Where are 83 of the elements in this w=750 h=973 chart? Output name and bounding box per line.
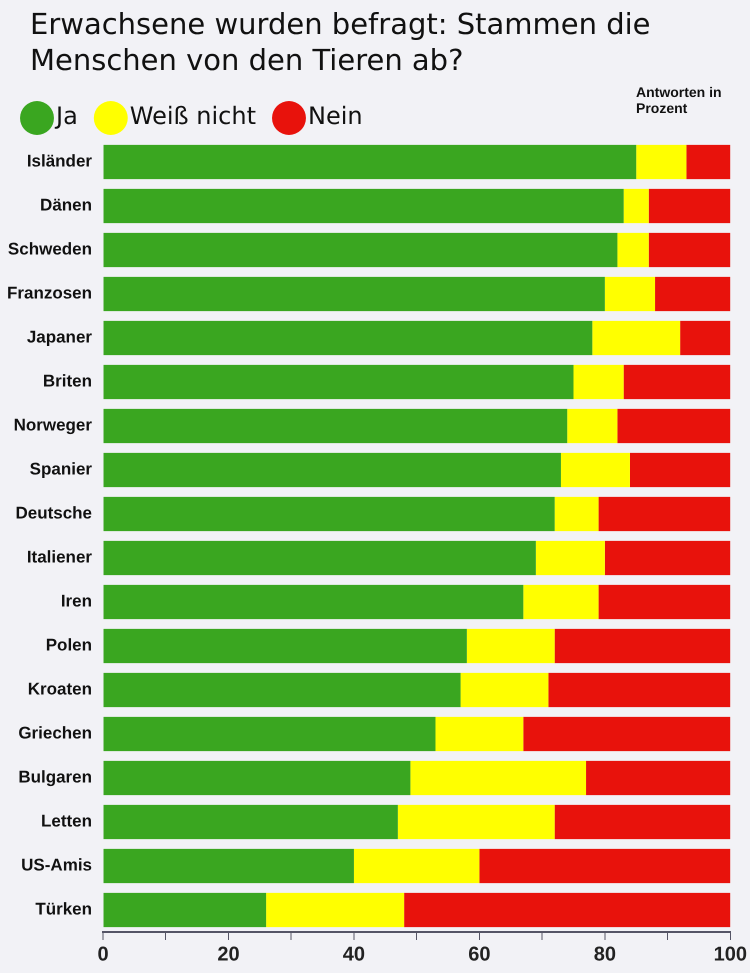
bar bbox=[466, 628, 555, 664]
legend-label: Weiß nicht bbox=[130, 102, 256, 130]
bar bbox=[104, 408, 568, 444]
y-tick-label: Japaner bbox=[26, 328, 92, 347]
bar bbox=[536, 540, 605, 576]
y-tick-label: Franzosen bbox=[6, 284, 92, 303]
bar bbox=[104, 672, 461, 708]
x-tick-label: 60 bbox=[468, 944, 491, 966]
text: Antworten in Prozent bbox=[636, 84, 723, 116]
bar bbox=[554, 804, 730, 840]
bar bbox=[479, 848, 730, 884]
bar bbox=[604, 540, 730, 576]
bar bbox=[617, 408, 730, 444]
y-tick-label: Iren bbox=[60, 592, 92, 611]
y-tick-label: Briten bbox=[42, 372, 92, 391]
bar bbox=[686, 144, 730, 180]
bar bbox=[398, 804, 555, 840]
bar bbox=[104, 628, 467, 664]
bar bbox=[655, 276, 730, 312]
bar bbox=[573, 364, 624, 400]
bar bbox=[604, 276, 656, 312]
bar bbox=[104, 892, 266, 928]
bar bbox=[104, 584, 524, 620]
y-tick-label: Deutsche bbox=[15, 504, 92, 523]
bar bbox=[636, 144, 686, 180]
bar bbox=[648, 188, 730, 224]
y-tick-label: Dänen bbox=[40, 196, 92, 215]
bar bbox=[598, 496, 730, 532]
bar bbox=[435, 716, 524, 752]
y-tick-label: Norweger bbox=[14, 416, 92, 435]
y-tick-label: Kroaten bbox=[28, 680, 92, 699]
x-tick-label: 40 bbox=[342, 944, 366, 966]
y-tick-label: US-Amis bbox=[21, 856, 92, 875]
bar bbox=[648, 232, 730, 268]
bar bbox=[624, 188, 649, 224]
bar bbox=[266, 892, 404, 928]
bar bbox=[104, 848, 354, 884]
x-tick-label: 20 bbox=[217, 944, 240, 966]
bar bbox=[104, 452, 561, 488]
bar bbox=[592, 320, 680, 356]
bar bbox=[554, 496, 599, 532]
bar bbox=[104, 716, 436, 752]
y-tick-label: Isländer bbox=[26, 152, 92, 171]
bar bbox=[460, 672, 548, 708]
y-tick-label: Italiener bbox=[26, 548, 92, 567]
y-tick-label: Griechen bbox=[18, 724, 92, 743]
bar bbox=[104, 320, 592, 356]
legend-label: Nein bbox=[308, 102, 363, 130]
bar bbox=[354, 848, 480, 884]
bar bbox=[567, 408, 618, 444]
legend-label: Ja bbox=[54, 102, 78, 130]
y-tick-label: Bulgaren bbox=[18, 768, 92, 787]
x-tick-label: 100 bbox=[714, 944, 748, 966]
bar bbox=[104, 188, 624, 224]
bar bbox=[630, 452, 730, 488]
bar bbox=[104, 804, 398, 840]
y-tick-label: Türken bbox=[35, 900, 92, 919]
y-tick-label: Letten bbox=[41, 812, 92, 831]
bar bbox=[586, 760, 730, 796]
y-tick-label: Polen bbox=[46, 636, 92, 655]
bar bbox=[624, 364, 730, 400]
bar bbox=[104, 144, 636, 180]
bar bbox=[104, 760, 410, 796]
bar bbox=[104, 364, 574, 400]
bar bbox=[104, 496, 555, 532]
bar bbox=[548, 672, 730, 708]
y-tick-label: Spanier bbox=[30, 460, 92, 479]
bar bbox=[104, 232, 618, 268]
bar bbox=[523, 716, 730, 752]
bar bbox=[404, 892, 730, 928]
bar bbox=[410, 760, 586, 796]
bar bbox=[617, 232, 649, 268]
bar bbox=[104, 540, 536, 576]
bar bbox=[104, 276, 605, 312]
bar bbox=[523, 584, 599, 620]
x-tick-label: 0 bbox=[97, 944, 109, 966]
bar bbox=[560, 452, 630, 488]
bar bbox=[554, 628, 730, 664]
chart-title: Erwachsene wurden befragt: Stammen die Menschen von den Tieren ab? bbox=[30, 6, 652, 78]
bar bbox=[598, 584, 730, 620]
bar bbox=[680, 320, 730, 356]
x-tick-label: 80 bbox=[594, 944, 616, 966]
y-tick-label: Schweden bbox=[8, 240, 92, 259]
